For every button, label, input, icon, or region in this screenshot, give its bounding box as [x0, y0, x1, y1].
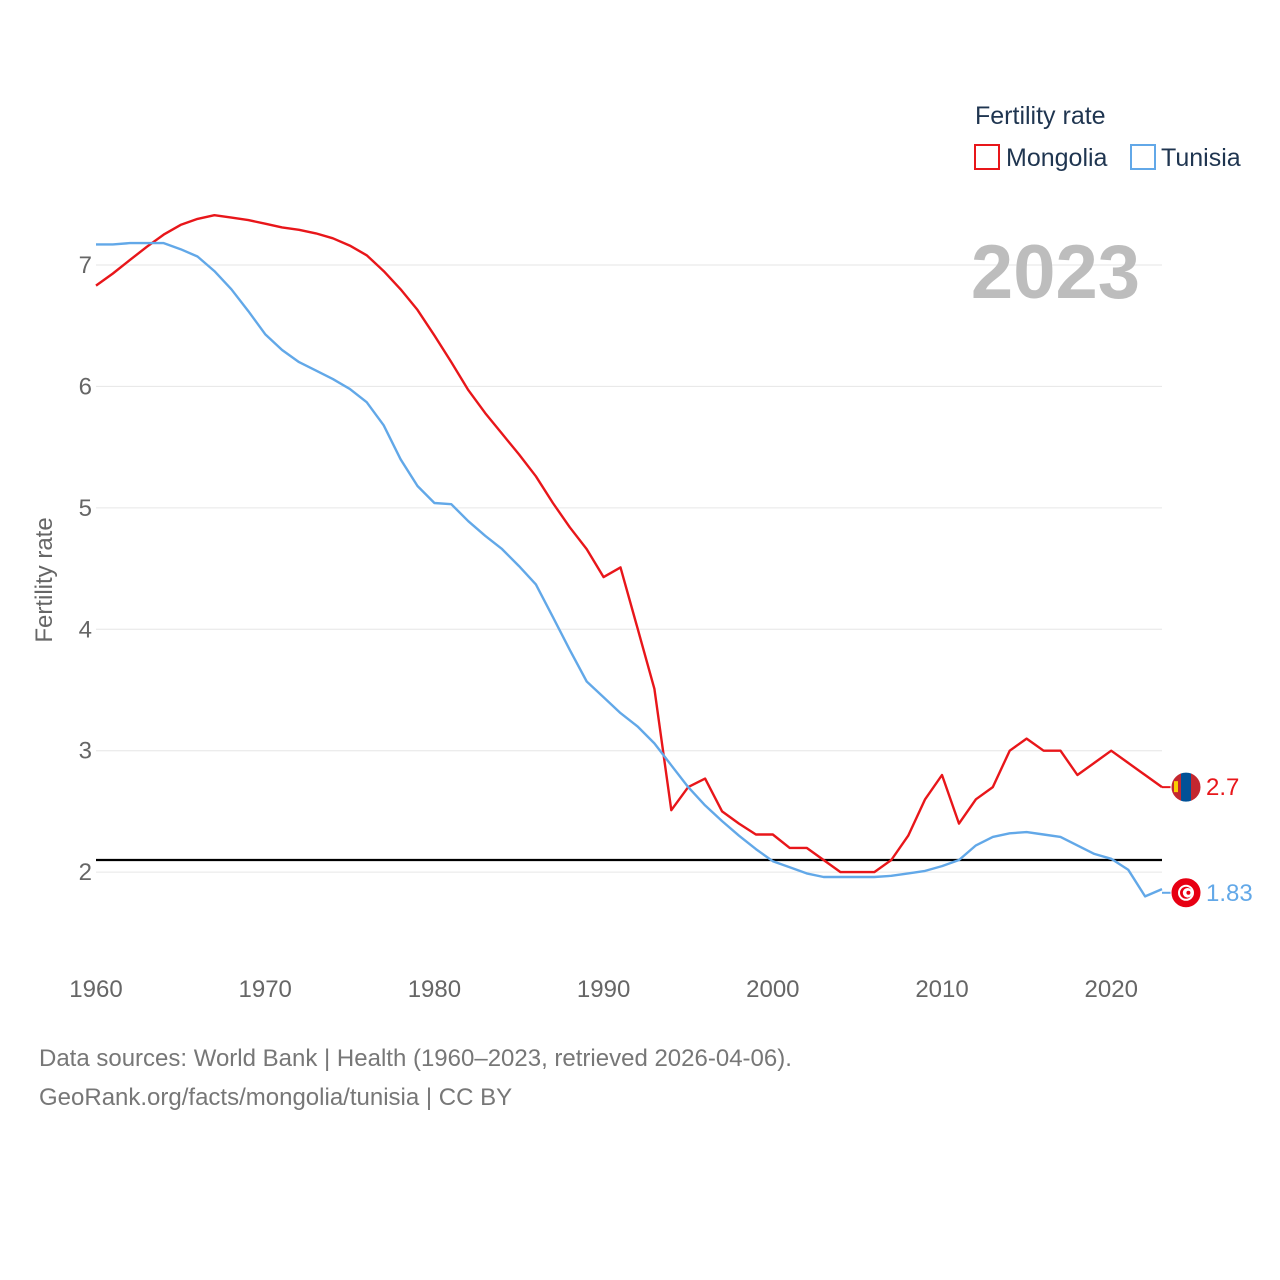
legend-item-tunisia[interactable]: Tunisia	[1130, 144, 1241, 172]
series-line-mongolia[interactable]	[95, 214, 1163, 874]
y-axis-title: Fertility rate	[31, 517, 58, 642]
x-tick-label-1970: 1970	[239, 976, 292, 1003]
series-lines	[95, 214, 1163, 898]
tunisia-flag-icon	[1170, 877, 1202, 909]
y-tick-label-7: 7	[79, 252, 92, 279]
legend-item-mongolia[interactable]: Mongolia	[974, 144, 1108, 172]
legend-title: Fertility rate	[975, 102, 1106, 130]
y-tick-label-2: 2	[79, 859, 92, 886]
legend: Fertility rate Mongolia Tunisia	[974, 102, 1241, 172]
highlight-year-label: 2023	[971, 230, 1140, 315]
legend-swatch-tunisia	[1130, 144, 1156, 170]
mongolia-flag-icon	[1170, 771, 1202, 803]
x-tick-label-2000: 2000	[746, 976, 799, 1003]
end-value-label-tunisia: 1.83	[1206, 880, 1253, 907]
footer-data-sources: Data sources: World Bank | Health (1960–…	[39, 1045, 792, 1072]
footer-attribution: GeoRank.org/facts/mongolia/tunisia | CC …	[39, 1084, 513, 1111]
y-tick-label-6: 6	[79, 373, 92, 400]
x-tick-label-1980: 1980	[408, 976, 461, 1003]
legend-swatch-mongolia	[974, 144, 1000, 170]
y-axis-ticks: 2 3 4 5 6 7	[79, 252, 92, 886]
legend-label-mongolia: Mongolia	[1006, 144, 1108, 172]
x-tick-label-1990: 1990	[577, 976, 630, 1003]
y-tick-label-5: 5	[79, 495, 92, 522]
x-tick-label-2020: 2020	[1085, 976, 1138, 1003]
y-tick-label-4: 4	[79, 616, 92, 643]
series-line-tunisia[interactable]	[96, 241, 1163, 898]
x-tick-label-1960: 1960	[69, 976, 122, 1003]
end-value-label-mongolia: 2.7	[1206, 774, 1239, 801]
x-tick-label-2010: 2010	[915, 976, 968, 1003]
gridlines	[96, 264, 1162, 873]
x-axis-ticks: 1960 1970 1980 1990 2000 2010 2020	[69, 976, 1138, 1003]
y-tick-label-3: 3	[79, 738, 92, 765]
legend-label-tunisia: Tunisia	[1161, 144, 1241, 172]
end-markers: 2.7 1.83	[1162, 771, 1253, 909]
